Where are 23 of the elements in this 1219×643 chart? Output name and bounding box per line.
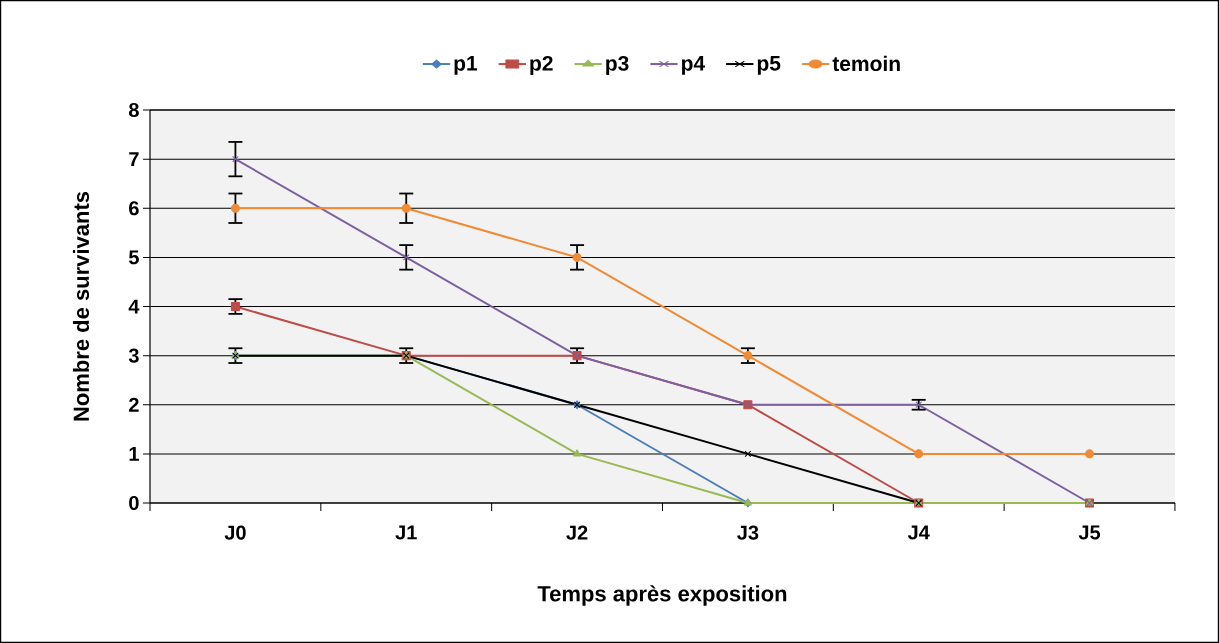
legend-label: temoin [832, 55, 900, 72]
x-tick-label: J3 [737, 525, 759, 540]
legend-label: p1 [454, 56, 478, 75]
legend-label: p2 [530, 55, 553, 75]
y-tick-label: 5 [128, 250, 139, 265]
x-tick-label: J5 [1078, 525, 1101, 540]
y-tick-label: 2 [129, 397, 139, 412]
legend-label: p4 [682, 56, 706, 75]
y-tick-label: 7 [129, 152, 139, 167]
y-axis-title: Nombre de survivants [72, 191, 90, 421]
legend-label: p5 [757, 56, 781, 75]
y-tick-label: 6 [129, 201, 139, 216]
y-tick-label: 4 [128, 299, 140, 314]
y-tick-label: 3 [128, 348, 139, 363]
legend-label: p3 [606, 55, 629, 75]
y-tick-label: 1 [129, 447, 139, 461]
x-tick-label: J2 [566, 525, 588, 540]
x-tick-label: J4 [907, 525, 930, 540]
y-tick-label: 0 [129, 495, 139, 511]
y-tick-label: 8 [128, 102, 139, 118]
x-axis-title: Temps après exposition [537, 585, 787, 606]
x-tick-label: J0 [224, 525, 246, 540]
x-tick-label: J1 [395, 525, 417, 540]
